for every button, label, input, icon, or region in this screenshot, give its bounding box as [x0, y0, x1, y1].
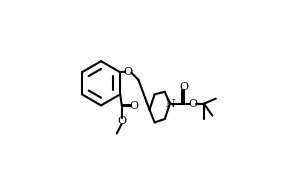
- Text: O: O: [179, 82, 188, 92]
- Text: O: O: [188, 99, 197, 109]
- Text: O: O: [117, 116, 126, 126]
- Text: O: O: [124, 67, 133, 77]
- Text: O: O: [130, 101, 139, 111]
- Text: N: N: [165, 99, 175, 109]
